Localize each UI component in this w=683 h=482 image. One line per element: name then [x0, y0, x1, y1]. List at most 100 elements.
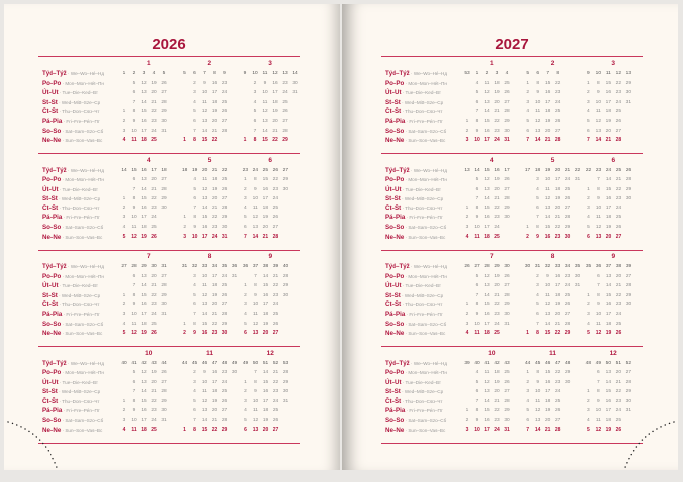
- week-numbers-row: 9 10 11 12 13: [583, 69, 643, 79]
- week-number: 10: [252, 71, 258, 76]
- month-number: 3: [611, 60, 615, 67]
- day-cell: 27: [615, 128, 622, 134]
- week-number: 17: [504, 167, 510, 173]
- day-row: 7 14 21 28: [523, 320, 583, 330]
- month-number: 3: [268, 60, 272, 67]
- day-label: Út–Ut · Tue–Die–Ked–Вт: [385, 88, 461, 98]
- day-cell: 30: [625, 302, 632, 308]
- day-cell: 21: [212, 205, 218, 211]
- week-number: 28: [131, 264, 137, 269]
- day-cell: 27: [161, 273, 167, 279]
- day-label-short: Po–Po: [42, 369, 62, 377]
- month-number: 2: [550, 60, 555, 67]
- week-number: 31: [534, 264, 541, 269]
- day-cell: [584, 281, 594, 291]
- day-cell: 26: [555, 408, 561, 414]
- week-number: 11: [262, 71, 268, 76]
- day-cell: 27: [504, 99, 510, 105]
- day-cell: 5: [122, 233, 126, 240]
- day-row: 6 13 20 27: [240, 223, 300, 233]
- day-cell: 12: [595, 118, 602, 124]
- day-cell: 21: [272, 128, 278, 134]
- day-label-long: · Fri–Fre–Pén–Пт: [405, 215, 443, 221]
- divider: [38, 56, 300, 57]
- day-label-long: · We–Wo–Hé–Нд: [409, 360, 447, 366]
- day-cell: 10: [131, 128, 137, 134]
- day-cell: 11: [131, 137, 137, 144]
- day-cell: [523, 281, 533, 291]
- day-cell: 15: [605, 80, 612, 86]
- day-cell: 6: [193, 408, 196, 414]
- day-cell: 30: [161, 408, 167, 414]
- day-cell: 25: [272, 311, 279, 317]
- week-numbers-row: 44 45 46 47 48 49: [180, 359, 240, 369]
- day-cell: [462, 272, 472, 282]
- day-cell: 2: [122, 408, 126, 414]
- day-row: 1 8 15 22 29: [241, 378, 301, 388]
- week-numbers-row: 49 50 51 52 53: [241, 359, 301, 369]
- day-cell: 19: [151, 370, 157, 376]
- month-9: 9 35 36 37 38 39 6 13 20 27 7 14 21 28 1 8 15 22 29 2 9 16 23 3…: [584, 252, 644, 339]
- day-label: St–St · Wed–Mitt–Sze–Ср: [385, 387, 461, 397]
- week-numbers-row: 26 27 28 29 30: [462, 262, 522, 272]
- day-label: Pá–Pia · Fri–Fre–Pén–Пт: [42, 310, 118, 320]
- day-cell: 21: [615, 379, 622, 385]
- day-row: 2 9 16 23 30: [240, 185, 300, 195]
- day-row: 4 11 18 25: [119, 136, 179, 146]
- day-cell: [462, 88, 472, 98]
- day-cell: 6: [475, 283, 479, 289]
- day-row: 2 9 16 23 30: [119, 117, 179, 127]
- day-cell: 5: [475, 177, 479, 183]
- day-label-long: · Mon–Mon–Hét–Пн: [61, 177, 104, 183]
- day-cell: 2: [244, 186, 247, 192]
- day-row: 7 14 21 28: [180, 127, 240, 137]
- day-cell: 12: [252, 215, 259, 221]
- day-label: Po–Po · Mon–Mon–Hét–Пн: [385, 79, 461, 89]
- day-label: Týd–Týž · We–Wo–Hé–Нд: [42, 359, 118, 369]
- day-cell: 21: [544, 137, 551, 144]
- day-cell: 10: [474, 225, 480, 231]
- day-cell: 17: [211, 379, 218, 385]
- day-cell: 16: [211, 80, 218, 86]
- month-number: 1: [490, 60, 494, 67]
- day-cell: [159, 233, 169, 243]
- day-cell: 27: [272, 225, 279, 231]
- week-number: 44: [525, 360, 531, 366]
- day-cell: 16: [141, 205, 147, 211]
- day-cell: 30: [282, 389, 289, 395]
- day-label: Ne–Ne · Sun–Son–Vas–Вс: [385, 329, 461, 339]
- day-cell: [180, 185, 190, 195]
- day-cell: [180, 194, 190, 204]
- day-row: 1 8 15 22 29: [584, 185, 644, 195]
- day-label: Út–Ut · Tue–Die–Ked–Вт: [42, 185, 118, 195]
- week-number: 48: [221, 360, 228, 366]
- day-cell: [240, 88, 250, 98]
- day-cell: [573, 329, 583, 339]
- day-cell: 26: [615, 225, 622, 231]
- day-cell: [159, 320, 169, 330]
- day-cell: 1: [244, 177, 247, 183]
- week-number: 32: [544, 264, 551, 269]
- day-row: 5 12 19 26: [119, 329, 179, 339]
- day-cell: 1: [465, 205, 469, 211]
- day-cell: 28: [504, 109, 510, 115]
- day-cell: [240, 107, 250, 117]
- day-row: 3 10 17 24 31: [523, 281, 583, 291]
- day-cell: [623, 136, 633, 146]
- day-cell: 4: [587, 418, 590, 424]
- month-number: 10: [488, 349, 496, 357]
- day-label-long: · Sat–Sam–Szo–Сб: [61, 321, 104, 327]
- day-cell: [462, 387, 472, 397]
- day-label-short: Ne–Ne: [42, 330, 62, 338]
- day-cell: 26: [504, 177, 510, 183]
- day-label-long: · Thu–Don–Csü–Чт: [401, 302, 443, 308]
- day-cell: [230, 387, 240, 397]
- day-cell: [159, 329, 169, 339]
- day-cell: 11: [595, 418, 601, 424]
- day-label: So–So · Sat–Sam–Szo–Сб: [42, 223, 118, 233]
- day-cell: 13: [535, 418, 541, 424]
- day-row: 4 11 18 25: [584, 213, 644, 223]
- day-label-long: · Tue–Die–Ked–Вт: [401, 186, 441, 192]
- month-number: 11: [549, 349, 556, 357]
- day-cell: 27: [504, 389, 510, 395]
